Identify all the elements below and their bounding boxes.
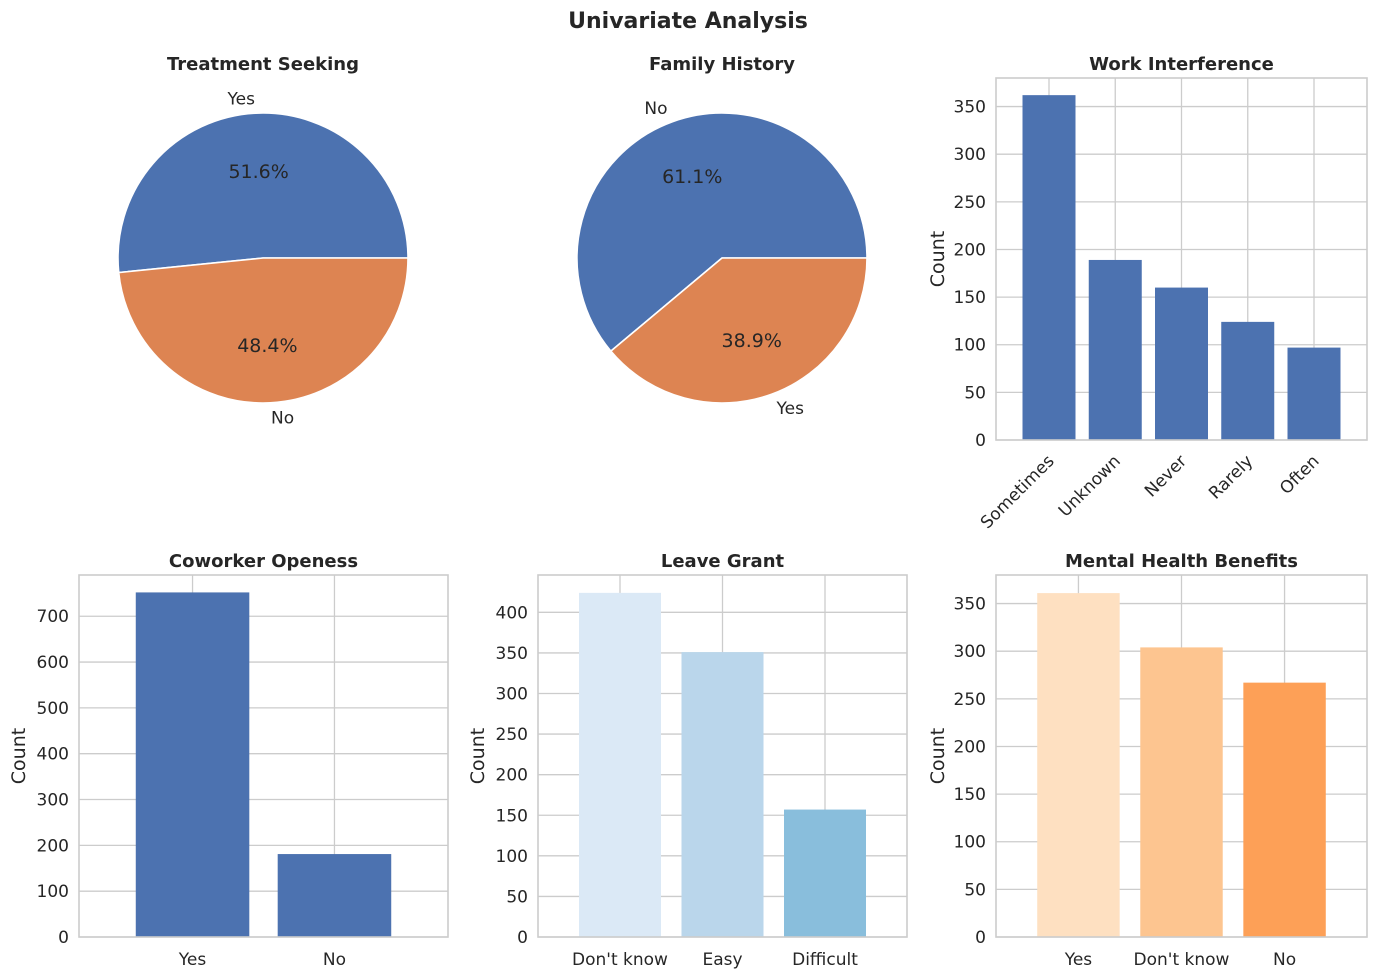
x-tick-label: No — [323, 950, 346, 970]
pie-slice-yes — [117, 112, 409, 274]
y-tick-label: 300 — [954, 642, 986, 662]
y-tick-label: 100 — [37, 882, 69, 902]
chart-title: Treatment Seeking — [167, 54, 359, 75]
y-tick-label: 0 — [975, 431, 986, 451]
y-tick-label: 150 — [954, 785, 986, 805]
y-tick-label: 150 — [496, 806, 528, 826]
pie-percent-label: 51.6% — [228, 161, 288, 183]
bar-don-t-know — [1140, 647, 1223, 937]
y-tick-label: 50 — [964, 383, 986, 403]
x-tick-label: Difficult — [792, 950, 858, 970]
plot-area — [79, 575, 448, 937]
pie-percent-label: 38.9% — [722, 330, 782, 352]
y-axis-label: Count — [927, 231, 949, 287]
y-tick-label: 250 — [954, 690, 986, 710]
x-tick-label: Don't know — [572, 950, 668, 970]
bar-never — [1155, 287, 1208, 440]
y-tick-label: 400 — [496, 603, 528, 623]
pie-percent-label: 61.1% — [662, 166, 722, 188]
y-tick-label: 50 — [964, 880, 986, 900]
y-tick-label: 500 — [37, 699, 69, 719]
bar-often — [1287, 347, 1341, 440]
y-tick-label: 0 — [58, 928, 69, 948]
pie-slice-no — [117, 257, 409, 404]
y-tick-label: 300 — [954, 145, 986, 165]
chart-title: Family History — [649, 54, 795, 75]
charts-area: Treatment Seeking Yes 51.6% No 48.4% Family H… — [8, 54, 1368, 970]
bar-yes — [1037, 593, 1120, 937]
chart-title: Work Interference — [1089, 54, 1274, 75]
bar-no — [1243, 682, 1326, 937]
y-tick-label: 300 — [496, 685, 528, 705]
y-tick-label: 700 — [37, 607, 69, 627]
chart-title: Leave Grant — [661, 551, 785, 572]
axes-frame — [995, 574, 1368, 938]
y-tick-label: 100 — [496, 847, 528, 867]
panel-0: Treatment Seeking Yes 51.6% No 48.4% — [117, 54, 409, 428]
pie-label: Yes — [775, 399, 804, 419]
y-tick-label: 100 — [954, 833, 986, 853]
x-tick-label: Yes — [1064, 950, 1093, 970]
y-tick-label: 250 — [954, 193, 986, 213]
pie-label: No — [271, 408, 294, 428]
x-tick-label: No — [1273, 950, 1296, 970]
pie-label: No — [644, 99, 667, 119]
bar-no — [277, 854, 392, 937]
y-tick-label: 100 — [954, 336, 986, 356]
y-tick-label: 150 — [954, 288, 986, 308]
y-tick-label: 600 — [37, 653, 69, 673]
figure-title: Univariate Analysis — [568, 9, 808, 34]
pie-label: Yes — [227, 90, 256, 110]
y-tick-label: 200 — [496, 766, 528, 786]
axes-frame — [78, 574, 449, 938]
axes-frame — [995, 77, 1368, 441]
bar-rarely — [1221, 321, 1275, 440]
panel-3: 0 100 200 300 400 500 600 700 Yes No Coworker Open… — [8, 551, 449, 970]
y-axis-label: Count — [467, 728, 489, 784]
chart-title: Mental Health Benefits — [1065, 551, 1298, 572]
panel-5: 0 50 100 150 200 250 300 350 Yes Don't know No Ment… — [927, 551, 1368, 970]
y-tick-label: 400 — [37, 745, 69, 765]
x-tick-label: Easy — [702, 950, 742, 970]
bar-yes — [135, 592, 250, 937]
x-tick-label: Don't know — [1134, 950, 1230, 970]
y-tick-label: 0 — [975, 928, 986, 948]
y-axis-label: Count — [927, 728, 949, 784]
x-tick-label: Yes — [178, 950, 207, 970]
panel-1: Family History No 61.1% Yes 38.9% — [576, 54, 868, 419]
bar-easy — [681, 652, 764, 937]
y-tick-label: 0 — [517, 928, 528, 948]
y-axis-label: Count — [8, 728, 30, 784]
y-tick-label: 300 — [37, 791, 69, 811]
pie-slice-no — [576, 112, 868, 352]
axes-frame — [537, 574, 908, 938]
bar-unknown — [1088, 259, 1142, 440]
y-tick-label: 350 — [954, 595, 986, 615]
y-tick-label: 350 — [496, 644, 528, 664]
bar-don-t-know — [579, 592, 661, 937]
y-tick-label: 200 — [954, 737, 986, 757]
chart-title: Coworker Openess — [169, 551, 358, 572]
y-tick-label: 200 — [37, 836, 69, 856]
panel-4: 0 50 100 150 200 250 300 350 400 Don't know Easy Di… — [467, 551, 908, 970]
y-tick-label: 200 — [954, 240, 986, 260]
pie-percent-label: 48.4% — [237, 335, 297, 357]
pie-slice-yes — [610, 257, 868, 404]
y-tick-label: 350 — [954, 98, 986, 118]
bar-difficult — [784, 809, 866, 937]
bar-sometimes — [1022, 95, 1076, 440]
y-tick-label: 250 — [496, 725, 528, 745]
y-tick-label: 50 — [506, 887, 528, 907]
